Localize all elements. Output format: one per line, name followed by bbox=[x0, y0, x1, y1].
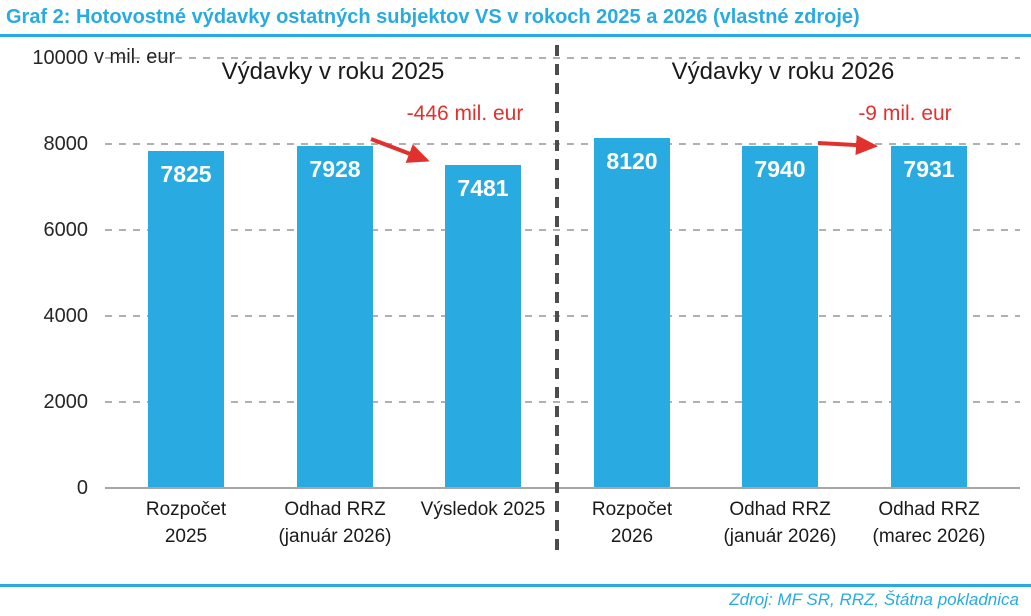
title-divider-line bbox=[0, 34, 1031, 37]
gridline bbox=[105, 401, 1020, 403]
bar: 7928 bbox=[297, 146, 373, 487]
section-title-2026: Výdavky v roku 2026 bbox=[671, 58, 895, 85]
x-category-label-line: Odhad RRZ bbox=[878, 499, 980, 520]
source-caption: Zdroj: MF SR, RRZ, Štátna pokladnica bbox=[729, 590, 1019, 609]
x-category-label-line: Rozpočet bbox=[591, 499, 673, 520]
x-category-label-line: Výsledok 2025 bbox=[420, 499, 546, 520]
annotation-decline-2026: -9 mil. eur bbox=[858, 102, 952, 125]
y-tick-label: 8000 bbox=[43, 133, 89, 155]
y-tick-label: 6000 bbox=[43, 219, 89, 241]
y-axis-unit-label: v mil. eur bbox=[94, 46, 176, 68]
gridline bbox=[105, 143, 1020, 145]
x-category-label: Odhad RRZ (marec 2026) bbox=[847, 496, 1011, 550]
x-axis-baseline bbox=[105, 487, 1020, 489]
bar-value-label: 8120 bbox=[606, 148, 658, 174]
y-tick-label: 10000 bbox=[32, 47, 88, 69]
x-category-label-line: Odhad RRZ bbox=[729, 499, 831, 520]
bar-value-label: 7931 bbox=[903, 156, 955, 182]
section-divider-line bbox=[555, 45, 559, 557]
x-category-label: Výsledok 2025 bbox=[401, 496, 565, 523]
bar: 8120 bbox=[594, 138, 670, 487]
y-tick-label: 2000 bbox=[43, 391, 89, 413]
bar-value-label: 7928 bbox=[309, 156, 361, 182]
bar: 7825 bbox=[148, 151, 224, 487]
y-tick-label: 4000 bbox=[43, 305, 89, 327]
figure-title: Graf 2: Hotovostné výdavky ostatných sub… bbox=[6, 6, 860, 28]
bar: 7931 bbox=[891, 146, 967, 487]
x-category-label-line: (január 2026) bbox=[278, 526, 392, 547]
bar-value-label: 7940 bbox=[754, 156, 806, 182]
x-category-label-line: 2026 bbox=[610, 526, 654, 547]
x-category-label: Odhad RRZ (január 2026) bbox=[253, 496, 417, 550]
section-title-2025: Výdavky v roku 2025 bbox=[221, 58, 445, 85]
x-category-label-line: Odhad RRZ bbox=[284, 499, 386, 520]
x-category-label: Rozpočet 2025 bbox=[104, 496, 268, 550]
gridline bbox=[105, 315, 1020, 317]
x-category-label: Rozpočet 2026 bbox=[550, 496, 714, 550]
annotation-decline-2025: -446 mil. eur bbox=[406, 102, 524, 125]
gridline bbox=[105, 229, 1020, 231]
bar-value-label: 7825 bbox=[160, 161, 212, 187]
bar: 7481 bbox=[445, 165, 521, 487]
gridline bbox=[105, 57, 1020, 59]
bar: 7940 bbox=[742, 146, 818, 487]
x-category-label-line: (marec 2026) bbox=[872, 526, 986, 547]
footer-divider-line bbox=[0, 584, 1031, 587]
x-category-label-line: Rozpočet bbox=[145, 499, 227, 520]
bar-value-label: 7481 bbox=[457, 175, 509, 201]
y-tick-label: 0 bbox=[76, 477, 88, 499]
x-category-label: Odhad RRZ (január 2026) bbox=[698, 496, 862, 550]
x-category-label-line: 2025 bbox=[164, 526, 208, 547]
x-category-label-line: (január 2026) bbox=[723, 526, 837, 547]
